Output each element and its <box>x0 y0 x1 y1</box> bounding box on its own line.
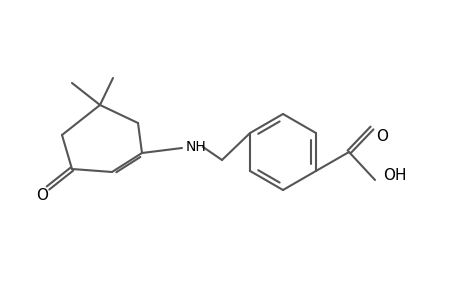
Text: NH: NH <box>185 140 206 154</box>
Text: O: O <box>36 188 48 203</box>
Text: O: O <box>375 128 387 143</box>
Text: OH: OH <box>382 169 406 184</box>
